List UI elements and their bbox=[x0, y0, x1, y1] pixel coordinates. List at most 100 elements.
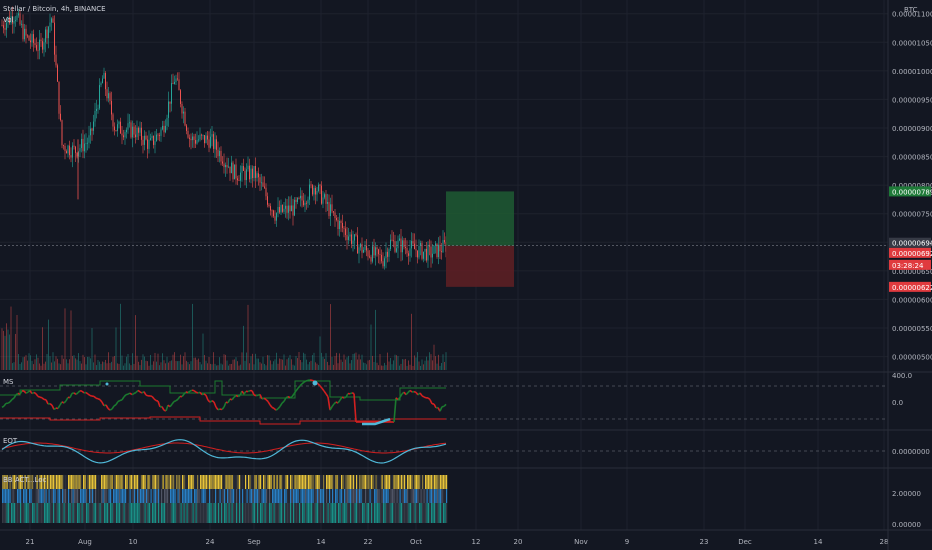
bb-bar-mid bbox=[420, 489, 422, 503]
bb-bar-bottom bbox=[99, 503, 101, 523]
bb-bar-mid bbox=[354, 489, 356, 503]
bb-bar-top bbox=[191, 475, 193, 489]
volume-label[interactable]: Vol bbox=[3, 16, 14, 24]
ms-oscillator-segment bbox=[289, 396, 293, 399]
volume-bar bbox=[250, 356, 252, 370]
volume-bar bbox=[198, 358, 199, 370]
long-position-loss-zone[interactable] bbox=[446, 245, 514, 287]
volume-bar bbox=[150, 354, 151, 370]
candle bbox=[363, 249, 364, 253]
ms-oscillator-segment bbox=[139, 391, 143, 394]
bb-bar-mid bbox=[114, 489, 116, 503]
indicator-ms-label[interactable]: MS bbox=[3, 378, 14, 386]
candle bbox=[300, 195, 301, 199]
bb-bar-mid bbox=[41, 489, 43, 503]
volume-bar bbox=[400, 363, 402, 370]
candle bbox=[258, 173, 259, 178]
candle bbox=[435, 243, 436, 246]
bb-bar-top bbox=[407, 475, 409, 489]
bb-bar-bottom bbox=[89, 503, 91, 523]
bb-bar-top bbox=[12, 475, 14, 489]
long-position-profit-zone[interactable] bbox=[446, 191, 514, 246]
bb-bar-bottom bbox=[242, 503, 244, 523]
ms-oscillator-segment bbox=[109, 408, 113, 411]
bb-bar-top bbox=[98, 475, 100, 489]
ms-oscillator-segment bbox=[35, 393, 39, 397]
bb-bar-top bbox=[210, 475, 212, 489]
candle bbox=[117, 124, 118, 132]
ms-oscillator-segment bbox=[11, 397, 15, 401]
bb-bar-mid bbox=[345, 489, 347, 503]
bb-bar-mid bbox=[27, 489, 29, 503]
bb-bar-bottom bbox=[278, 503, 280, 523]
bb-bar-mid bbox=[57, 489, 59, 503]
candle bbox=[184, 111, 186, 126]
bb-bar-mid bbox=[263, 489, 265, 503]
bb-bar-bottom bbox=[398, 503, 400, 523]
volume-bar bbox=[231, 363, 232, 370]
symbol-title[interactable]: Stellar / Bitcoin, 4h, BINANCE bbox=[3, 5, 106, 13]
bb-bar-top bbox=[314, 475, 316, 489]
candle bbox=[235, 164, 237, 179]
bb-bar-mid bbox=[3, 489, 5, 503]
time-tick-label: 22 bbox=[364, 538, 373, 546]
candle bbox=[376, 247, 378, 250]
candle bbox=[417, 250, 418, 258]
bb-bar-mid bbox=[234, 489, 236, 503]
bb-bar-bottom bbox=[444, 503, 446, 523]
bb-bar-top bbox=[122, 475, 124, 489]
volume-bar bbox=[436, 363, 438, 370]
bb-bar-bottom bbox=[150, 503, 152, 523]
bb-bar-bottom bbox=[156, 503, 158, 523]
bb-bar-top bbox=[413, 475, 415, 489]
candle bbox=[178, 79, 180, 91]
ms-oscillator-segment bbox=[213, 401, 217, 408]
bb-bar-mid bbox=[312, 489, 314, 503]
bb-bar-bottom bbox=[164, 503, 166, 523]
indicator-bb-label[interactable]: BB ACT...Loc bbox=[3, 476, 47, 484]
ms-signal-dot bbox=[105, 382, 109, 386]
bb-bar-mid bbox=[278, 489, 280, 503]
bb-bar-bottom bbox=[59, 503, 61, 523]
bb-bar-bottom bbox=[53, 503, 55, 523]
volume-bar bbox=[120, 303, 121, 370]
bb-bar-top bbox=[410, 475, 412, 489]
ms-axis-label: 400.0 bbox=[892, 372, 912, 380]
bb-bar-bottom bbox=[137, 503, 139, 523]
ms-oscillator-segment bbox=[125, 393, 129, 396]
volume-bar bbox=[205, 360, 207, 370]
bb-bar-bottom bbox=[36, 503, 38, 523]
bb-bar-top bbox=[362, 475, 364, 489]
candle bbox=[384, 258, 385, 267]
bb-bar-mid bbox=[327, 489, 329, 503]
indicator-eot-label[interactable]: EOT bbox=[3, 437, 18, 445]
candle bbox=[316, 191, 318, 195]
bb-bar-top bbox=[416, 475, 418, 489]
bb-bar-mid bbox=[441, 489, 443, 503]
bb-bar-top bbox=[165, 475, 167, 489]
bb-bar-bottom bbox=[26, 503, 28, 523]
bb-bar-top bbox=[293, 475, 295, 489]
ms-oscillator-segment bbox=[281, 400, 285, 404]
bb-bar-mid bbox=[216, 489, 218, 503]
bb-bar-top bbox=[200, 475, 202, 489]
bb-bar-mid bbox=[110, 489, 112, 503]
bb-bar-mid bbox=[36, 489, 38, 503]
bb-bar-bottom bbox=[291, 503, 293, 523]
candle bbox=[256, 173, 258, 178]
bb-bar-top bbox=[257, 475, 259, 489]
volume-bar bbox=[426, 356, 427, 370]
bb-bar-bottom bbox=[197, 503, 199, 523]
bb-bar-top bbox=[14, 475, 16, 489]
bb-bar-bottom bbox=[240, 503, 242, 523]
bb-bar-top bbox=[291, 475, 293, 489]
ms-oscillator-segment bbox=[243, 390, 247, 395]
bb-bar-bottom bbox=[321, 503, 323, 523]
time-tick-label: 28 bbox=[880, 538, 889, 546]
bb-bar-mid bbox=[12, 489, 14, 503]
bb-bar-top bbox=[264, 475, 266, 489]
bb-bar-mid bbox=[68, 489, 70, 503]
bb-bar-mid bbox=[44, 489, 46, 503]
